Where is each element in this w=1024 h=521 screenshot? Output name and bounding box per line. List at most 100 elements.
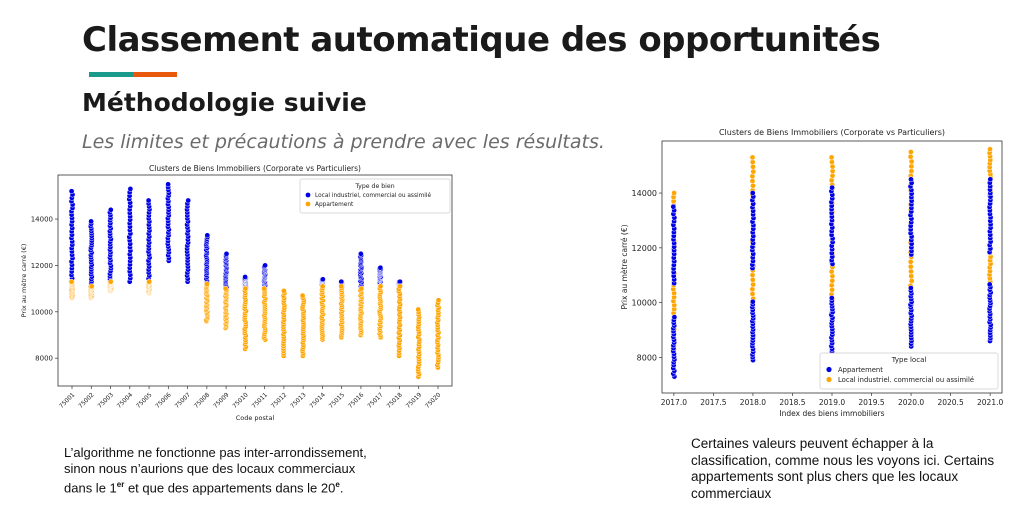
chart2-point-local [749, 276, 756, 283]
chart1-point-local [88, 218, 94, 225]
chart1-ytick-label: 14000 [31, 216, 53, 224]
chart2-point-local [671, 190, 677, 196]
chart-clusters-by-index: Clusters de Biens Immobiliers (Corporate… [620, 128, 1003, 418]
chart2-point-appartement [670, 203, 677, 210]
chart1-point-appartement [319, 283, 326, 290]
chart2-point-local [750, 168, 757, 175]
chart2-point-local [987, 146, 993, 153]
chart1-legend-label: Appartement [315, 202, 354, 208]
chart1-point-local [358, 250, 364, 257]
chart2-point-local [749, 154, 756, 161]
caption-left-line3-pre: dans le 1 [64, 480, 117, 496]
caption-left-line3: dans le 1er et que des appartements dans… [64, 477, 444, 496]
chart1-xlabel: Code postal [236, 414, 275, 422]
chart1-point-local [262, 262, 268, 269]
chart1-xtick-label: 75012 [270, 391, 289, 410]
chart1-xtick-label: 75003 [96, 391, 115, 410]
chart2-point-appartement [749, 190, 756, 196]
chart1-point-local [377, 264, 384, 271]
chart1-legend-marker [305, 192, 311, 198]
chart2-point-appartement [986, 281, 993, 288]
chart2-point-local [908, 273, 915, 279]
chart1-legend-marker [305, 201, 311, 207]
chart2-xtick-label: 2020.5 [937, 398, 963, 407]
chart2-xtick-label: 2018.0 [740, 398, 766, 407]
chart1-xtick-label: 75013 [289, 391, 308, 410]
chart1-point-local [223, 250, 230, 257]
chart2-point-local [750, 281, 756, 288]
chart1-xtick-label: 75002 [77, 391, 96, 410]
chart1-point-appartement [146, 278, 153, 285]
chart1-point-appartement [222, 285, 229, 292]
chart2-xtick-label: 2019.0 [819, 398, 845, 407]
chart1-ytick-label: 8000 [35, 355, 53, 363]
slide-lead: Les limites et précautions à prendre ave… [82, 131, 605, 153]
caption-left-sup-er: er [116, 480, 125, 489]
chart2-point-local [908, 163, 915, 170]
chart1-xtick-label: 75015 [328, 391, 347, 410]
chart2-point-appartement [908, 285, 914, 291]
chart1-point-local [320, 276, 326, 283]
chart2-ytick-label: 8000 [637, 353, 657, 362]
chart1-xtick-label: 75019 [405, 391, 424, 410]
chart2-point-local [907, 258, 914, 265]
chart1-point-local [242, 274, 248, 280]
chart1-point-appartement [377, 283, 384, 290]
chart2-point-appartement [908, 176, 914, 183]
chart2-point-local [749, 286, 756, 293]
chart2-point-local [750, 163, 756, 170]
chart2-legend-marker [826, 376, 832, 383]
chart1-point-appartement [281, 288, 287, 294]
chart1-point-local [204, 232, 211, 239]
chart2-point-local [908, 149, 914, 155]
caption-left-line3-end: . [339, 480, 344, 496]
slide-title: Classement automatique des opportunités [82, 20, 881, 60]
chart2-point-local [749, 178, 756, 184]
chart2-legend-box [819, 352, 999, 390]
chart1-xtick-label: 75010 [231, 391, 250, 410]
chart1-point-appartement [299, 292, 306, 299]
chart2-point-appartement [987, 176, 994, 183]
caption-left-line3-mid: et que des appartements dans le 20 [124, 480, 336, 496]
chart2-xtick-label: 2018.5 [779, 398, 805, 407]
chart2-point-appartement [671, 314, 678, 320]
chart2-point-local [750, 182, 756, 189]
chart1-xtick-label: 75014 [308, 391, 327, 410]
chart1-point-appartement [242, 285, 249, 292]
caption-left-line1: L’algorithme ne fonctionne pas inter-arr… [64, 445, 367, 460]
chart2-xlabel: Index des biens immobiliers [779, 409, 884, 418]
chart2-point-local [828, 154, 835, 161]
chart2-ylabel: Prix au mètre carré (€) [620, 224, 629, 309]
chart2-xtick-label: 2020.0 [898, 398, 924, 407]
chart1-point-local [185, 197, 192, 204]
chart1-ytick-label: 12000 [31, 262, 53, 270]
chart2-point-local [908, 168, 915, 174]
chart1-point-appartement [415, 306, 422, 313]
chart1-point-appartement [88, 283, 95, 290]
chart2-point-local [828, 268, 835, 275]
chart2-legend-marker [826, 366, 832, 373]
chart1-legend-box [299, 178, 451, 214]
chart2-legend-label: Local industriel. commercial ou assimilé [838, 376, 974, 384]
chart2-point-appartement [749, 298, 756, 305]
caption-left-line2: sinon nous n’aurions que des locaux comm… [64, 461, 356, 476]
chart1-point-appartement [68, 278, 75, 285]
chart1-xtick-label: 75004 [116, 391, 135, 410]
caption-right: Certaines valeurs peuvent échapper à la … [691, 436, 995, 501]
caption-left-sup-e: e [335, 480, 340, 489]
chart1-xtick-label: 75006 [154, 391, 173, 410]
chart1-point-local [107, 206, 114, 213]
chart2-legend-label: Appartement [838, 366, 883, 374]
chart2-title: Clusters de Biens Immobiliers (Corporate… [719, 128, 945, 137]
chart1-point-appartement [107, 278, 114, 285]
chart2-point-local [749, 159, 756, 165]
chart2-ytick-label: 10000 [632, 299, 657, 308]
chart1-point-local [68, 188, 75, 195]
chart1-xtick-label: 75009 [212, 391, 231, 410]
chart1-xtick-label: 75020 [424, 391, 443, 410]
chart2-xtick-label: 2021.0 [977, 398, 1003, 407]
chart2-point-local [907, 263, 914, 270]
chart1-point-appartement [204, 281, 210, 287]
chart1-point-appartement [358, 285, 365, 292]
chart1-xtick-label: 75008 [193, 391, 212, 410]
